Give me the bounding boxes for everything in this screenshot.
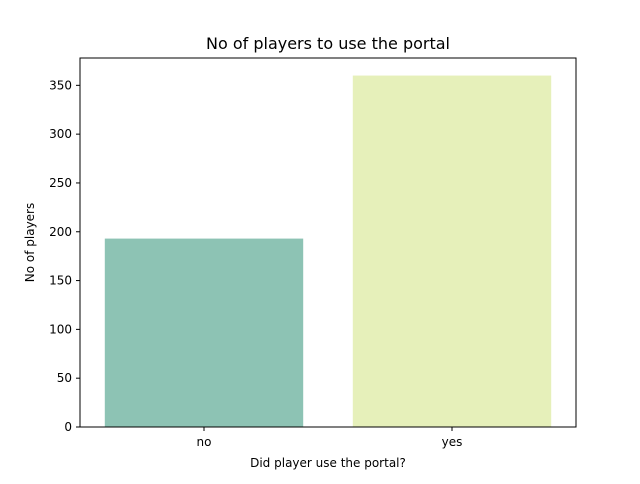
y-tick-label: 0: [64, 420, 72, 434]
x-tick-label: no: [197, 435, 212, 449]
bars-layer: [104, 75, 552, 428]
bar-no: [104, 238, 304, 427]
y-tick-label: 300: [49, 127, 72, 141]
y-tick-label: 150: [49, 274, 72, 288]
y-tick-label: 200: [49, 225, 72, 239]
bar-yes: [352, 75, 552, 428]
y-axis-ticks: 0 50 100 150 200 250 300 350: [49, 78, 80, 434]
plot-frame: [79, 57, 577, 428]
x-tick-label: yes: [442, 435, 463, 449]
y-axis-label: No of players: [23, 203, 37, 283]
x-axis-ticks: no yes: [197, 427, 463, 449]
y-tick-label: 50: [57, 371, 72, 385]
y-tick-label: 100: [49, 322, 72, 336]
x-axis-label: Did player use the portal?: [250, 456, 406, 470]
chart-title: No of players to use the portal: [206, 34, 450, 53]
y-tick-label: 250: [49, 176, 72, 190]
y-tick-label: 350: [49, 78, 72, 92]
